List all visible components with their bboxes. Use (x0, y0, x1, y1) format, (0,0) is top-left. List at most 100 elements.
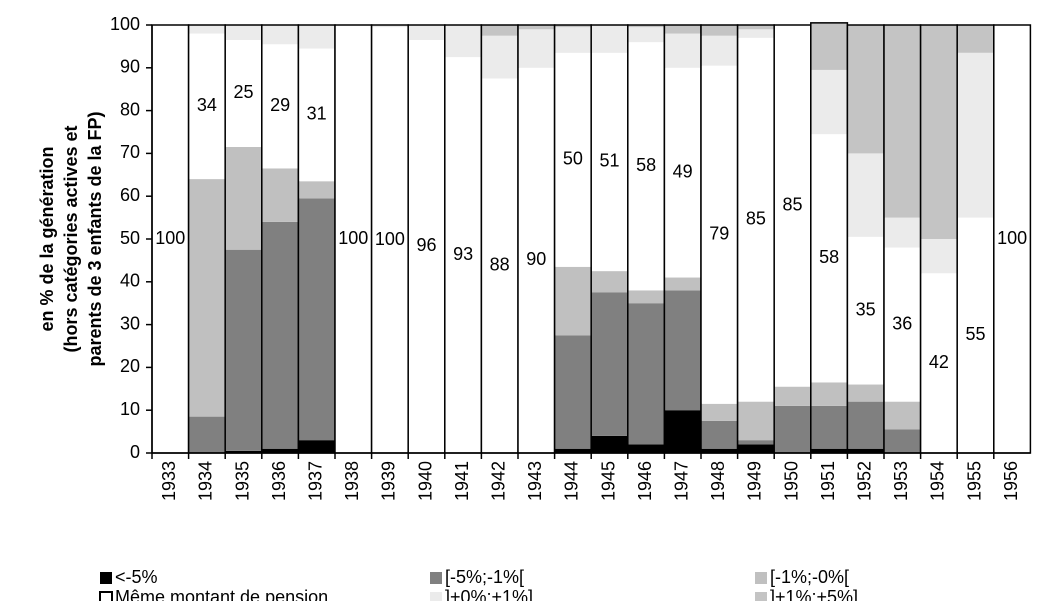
y-tick-label: 80 (120, 99, 140, 119)
x-tick-label: 1940 (415, 461, 435, 501)
data-label: 58 (636, 155, 656, 175)
bar-segment (518, 25, 555, 30)
x-tick-label: 1941 (452, 461, 472, 501)
bar-segment (810, 69, 848, 135)
x-tick-label: 1953 (891, 461, 911, 501)
x-tick-label: 1952 (854, 461, 874, 501)
bar-segment (188, 416, 226, 453)
bar-segment (810, 448, 848, 453)
bar-segment (884, 247, 921, 402)
bar-segment (261, 448, 299, 453)
bar-segment (371, 27, 409, 453)
bar-segment (627, 27, 665, 43)
data-label: 85 (746, 208, 766, 228)
data-label: 55 (965, 324, 985, 344)
bar-segment (591, 292, 628, 436)
bar-segment (847, 25, 884, 154)
bar-segment (737, 29, 775, 38)
data-label: 29 (270, 95, 290, 115)
bar-segment (554, 25, 592, 28)
data-label: 49 (673, 161, 693, 181)
data-label: 51 (599, 151, 619, 171)
data-label: 79 (709, 223, 729, 243)
legend-label: ]+0%;+1%] (445, 587, 533, 601)
legend-label: <-5% (115, 567, 158, 587)
x-tick-label: 1933 (159, 461, 179, 501)
bar-segment (701, 448, 738, 453)
data-label: 100 (338, 228, 368, 248)
bar-segment (627, 25, 665, 28)
bar-segment (481, 35, 518, 79)
bar-segment (847, 448, 884, 453)
legend-swatch (99, 591, 113, 601)
bar-segment (884, 217, 921, 248)
bar-segment (884, 429, 921, 453)
bar-segment (847, 153, 884, 237)
x-tick-label: 1945 (598, 461, 618, 501)
data-label: 58 (819, 247, 839, 267)
bar-segment (591, 52, 628, 272)
bar-segment (664, 25, 701, 34)
bar-segment (627, 303, 665, 445)
bar-segment (884, 401, 921, 430)
bar-segment (298, 440, 335, 453)
bar-segment (298, 181, 335, 199)
bar-segment (518, 29, 555, 68)
bar-segment (920, 273, 958, 453)
data-label: 90 (526, 249, 546, 269)
bar-segment (152, 25, 189, 453)
x-tick-label: 1947 (671, 461, 691, 501)
bar-segment (774, 25, 811, 387)
x-tick-label: 1935 (232, 461, 252, 501)
legend-label: [-1%;-0%[ (770, 567, 849, 587)
y-axis-label: (hors catégories actives et (61, 125, 81, 352)
data-label: 42 (929, 352, 949, 372)
legend-label: ]+1%;+5%] (770, 587, 858, 601)
x-tick-label: 1942 (488, 461, 508, 501)
bar-segment (701, 25, 738, 36)
bar-segment (810, 382, 848, 406)
bar-segment (920, 239, 958, 274)
bar-segment (261, 168, 299, 222)
data-label: 93 (453, 244, 473, 264)
bar-segment (957, 52, 994, 218)
bar-segment (884, 25, 921, 218)
bar-segment (810, 405, 848, 449)
y-tick-label: 0 (130, 442, 140, 462)
x-tick-label: 1951 (818, 461, 838, 501)
bar-segment (188, 179, 226, 417)
data-label: 34 (197, 95, 217, 115)
bar-segment (554, 448, 592, 453)
bar-segment (554, 27, 592, 53)
bar-segment (225, 249, 262, 451)
data-label: 96 (416, 235, 436, 255)
bar-segment (810, 22, 848, 70)
bar-segment (920, 25, 958, 239)
y-tick-label: 100 (110, 14, 140, 34)
bar-segment (554, 335, 592, 449)
bar-segment (481, 25, 518, 36)
data-label: 25 (233, 82, 253, 102)
bar-segment (993, 25, 1031, 453)
bar-segment (957, 25, 994, 53)
bar-segment (627, 444, 665, 453)
y-tick-label: 60 (120, 185, 140, 205)
bar-segment (774, 405, 811, 453)
bar-segment (701, 420, 738, 449)
legend-swatch (100, 572, 112, 584)
bar-segment (225, 39, 262, 147)
bar-segment (225, 146, 262, 250)
bar-segment (847, 236, 884, 385)
y-tick-label: 90 (120, 57, 140, 77)
bar-segment (627, 290, 665, 304)
x-tick-label: 1938 (342, 461, 362, 501)
data-label: 100 (155, 228, 185, 248)
data-label: 50 (563, 149, 583, 169)
x-tick-label: 1943 (525, 461, 545, 501)
bar-segment (261, 44, 299, 169)
bar-segment (701, 65, 738, 404)
bar-segment (225, 450, 262, 453)
x-tick-label: 1936 (269, 461, 289, 501)
bar-segment (408, 39, 445, 453)
